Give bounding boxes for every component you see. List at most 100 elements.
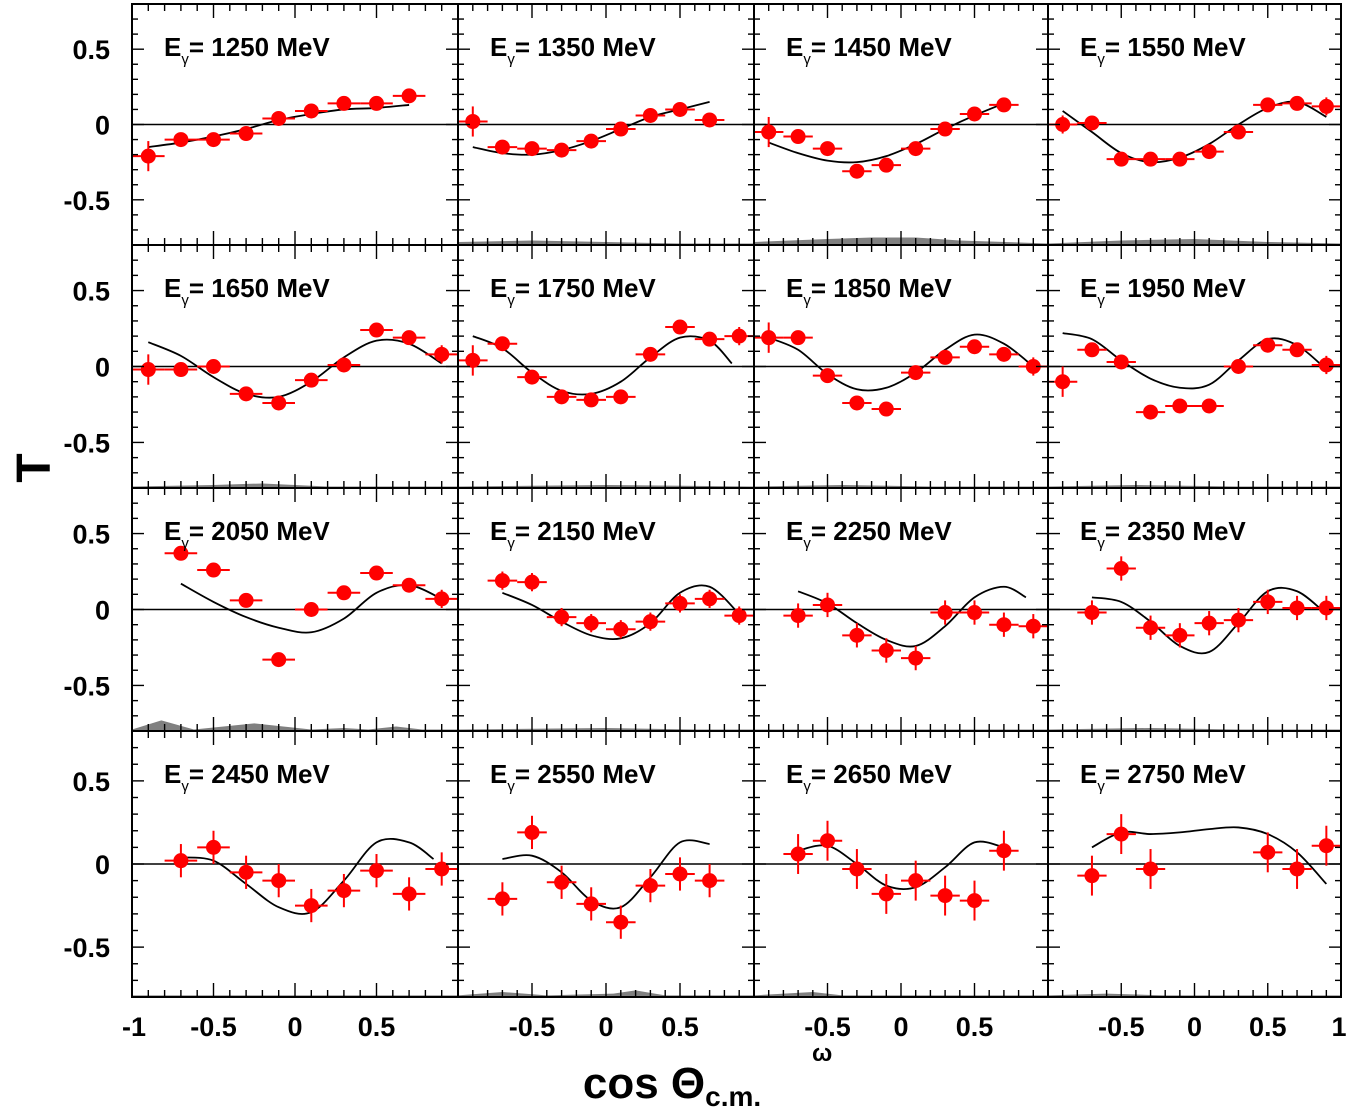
data-point (1106, 354, 1136, 370)
panel: Eγ= 2050 MeV (131, 487, 459, 732)
x-tick-label: 0.5 (956, 1012, 994, 1042)
data-point (295, 888, 328, 923)
data-point (754, 116, 784, 148)
y-axis-title: T (8, 453, 61, 482)
data-point (606, 905, 636, 939)
y-tick-label: 0.5 (72, 767, 110, 797)
y-tick-label: -0.5 (63, 671, 110, 701)
marker (173, 132, 189, 148)
label-prefix: E (490, 32, 507, 62)
label-subscript: γ (181, 292, 189, 309)
data-point (694, 864, 725, 898)
data-point (546, 607, 577, 627)
panel-plot-area (754, 585, 1048, 731)
label-subscript: γ (181, 535, 189, 552)
data-point (930, 600, 960, 625)
data-point (665, 101, 695, 117)
marker (967, 893, 982, 909)
data-point (197, 562, 230, 578)
marker (1201, 615, 1217, 631)
data-point (360, 854, 393, 888)
marker (1113, 354, 1129, 370)
marker (672, 866, 688, 882)
marker (336, 95, 352, 111)
label-subscript: γ (803, 535, 811, 552)
data-point (229, 126, 263, 142)
data-point (1106, 814, 1136, 855)
data-point (1253, 832, 1283, 873)
marker (524, 141, 540, 157)
marker (672, 319, 688, 335)
label-subscript: γ (1097, 535, 1105, 552)
label-prefix: E (164, 32, 181, 62)
data-point (1135, 615, 1166, 640)
label-prefix: E (490, 273, 507, 303)
marker (336, 585, 352, 601)
data-point (425, 589, 458, 608)
x-axis-title: cos Θc.m. (583, 1059, 761, 1112)
marker (303, 898, 319, 914)
label-subscript: γ (507, 51, 515, 68)
model-curve (797, 840, 1005, 891)
marker (238, 126, 254, 142)
data-point (606, 121, 636, 137)
data-point (783, 603, 813, 628)
panel: Eγ= 1550 MeV (1047, 3, 1342, 246)
panel: Eγ= 1250 MeV (131, 3, 459, 246)
marker (908, 141, 924, 157)
label-prefix: E (164, 516, 181, 546)
marker (271, 110, 287, 126)
marker (1260, 594, 1276, 610)
marker (494, 336, 510, 352)
panel: Eγ= 2750 MeV (1047, 730, 1342, 998)
marker (238, 864, 254, 880)
marker (1318, 838, 1334, 854)
data-point (1106, 151, 1136, 167)
marker (642, 878, 658, 894)
data-point (1223, 607, 1254, 633)
data-point (229, 592, 263, 608)
marker (554, 609, 570, 625)
panel: Eγ= 1950 MeV (1047, 244, 1342, 489)
panel-ticks (1047, 245, 1342, 488)
marker (434, 346, 450, 362)
panel-energy-label: Eγ= 1250 MeV (164, 32, 330, 68)
marker (1201, 144, 1217, 160)
data-point (842, 163, 872, 179)
data-point (635, 612, 666, 631)
marker (1055, 374, 1071, 390)
data-point (959, 600, 990, 625)
data-point (1077, 600, 1107, 625)
panel: Eγ= 1650 MeV (131, 244, 459, 489)
marker (908, 650, 924, 666)
y-tick-label: 0 (95, 111, 110, 141)
marker (878, 643, 894, 659)
marker (937, 888, 953, 904)
data-point (164, 844, 198, 878)
marker (238, 386, 254, 402)
data-point (1223, 124, 1254, 140)
marker (996, 843, 1012, 859)
panel-plot-area (132, 830, 458, 997)
model-curve (768, 333, 1034, 392)
data-point (930, 875, 960, 916)
data-point (1194, 144, 1224, 160)
label-prefix: E (1080, 273, 1097, 303)
model-curve (1062, 100, 1327, 164)
panel-plot-area (754, 322, 1048, 488)
model-curve (502, 839, 710, 910)
marker (937, 121, 953, 137)
marker (996, 346, 1012, 362)
data-point (930, 349, 960, 365)
data-point (989, 346, 1019, 362)
marker (524, 574, 540, 590)
marker (206, 562, 221, 578)
label-energy: = 1450 MeV (811, 32, 953, 62)
panel-ticks (131, 731, 459, 997)
marker (849, 861, 865, 877)
data-point (1311, 97, 1341, 116)
panel-plot-area (754, 97, 1048, 245)
marker (140, 362, 156, 378)
data-point (783, 129, 813, 145)
panel: Eγ= 1850 MeV (753, 244, 1049, 489)
